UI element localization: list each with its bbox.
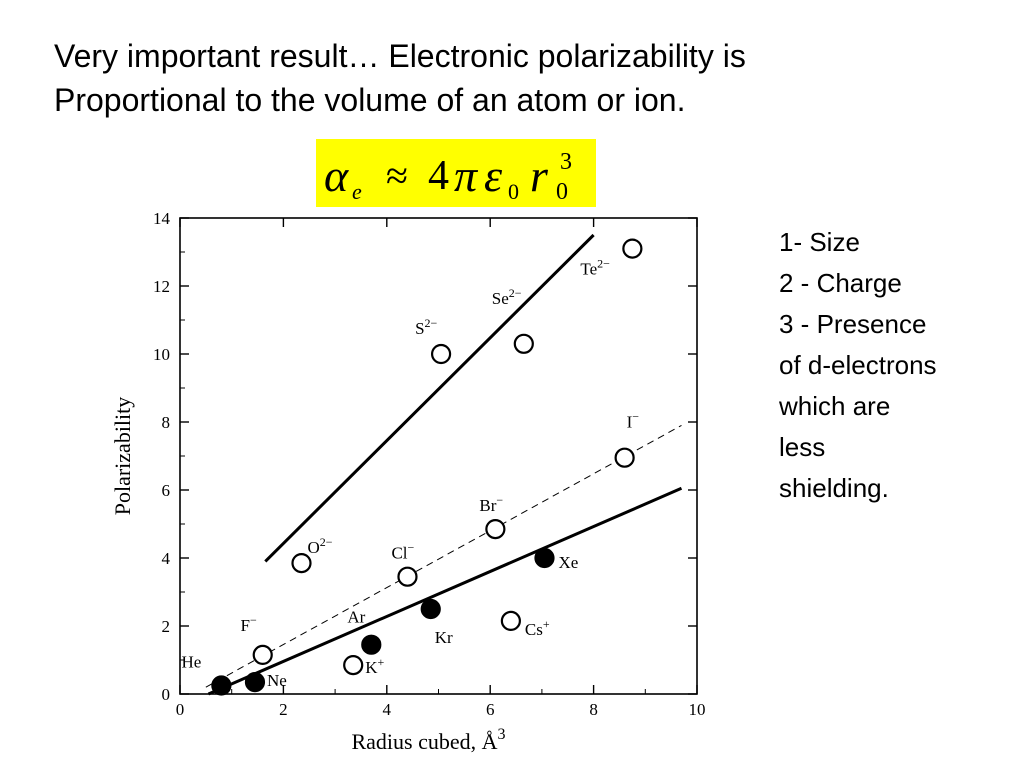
formula-approx: ≈ — [386, 153, 408, 198]
data-point-open — [252, 644, 273, 666]
point-label: Cs+ — [525, 617, 550, 639]
point-label: O2− — [307, 535, 332, 557]
data-point-open — [622, 238, 643, 259]
point-label: K+ — [365, 655, 384, 677]
polarizability-formula: α e ≈ 4 π ε 0 r 0 3 — [324, 149, 572, 205]
x-tick-label: 4 — [383, 700, 392, 719]
data-point-filled — [361, 634, 382, 655]
data-point-filled — [534, 547, 555, 569]
y-tick-label: 8 — [162, 413, 171, 432]
y-tick-label: 4 — [162, 549, 171, 568]
data-point-open — [291, 552, 312, 574]
point-label: Ne — [267, 671, 287, 690]
data-point-filled — [244, 671, 266, 693]
slide-title: Very important result… Electronic polari… — [54, 34, 954, 122]
point-label: S2− — [415, 316, 437, 338]
data-point-open — [485, 518, 506, 540]
factors-list: 1- Size 2 - Charge 3 - Presence of d-ele… — [779, 222, 937, 509]
point-label: Br− — [479, 493, 503, 515]
data-point-open — [343, 654, 364, 676]
data-point-open — [614, 447, 635, 468]
y-tick-label: 10 — [153, 345, 170, 364]
x-tick-label: 0 — [176, 700, 185, 719]
point-label: Se2− — [492, 286, 522, 308]
data-point-open — [500, 610, 521, 632]
trend-line — [264, 233, 595, 563]
point-label: Cl− — [391, 541, 414, 563]
y-tick-label: 12 — [153, 277, 170, 296]
formula-alpha-subscript: e — [352, 179, 362, 204]
formula-epsilon: ε — [484, 150, 503, 201]
formula-r-subscript: 0 — [556, 179, 568, 205]
note-line: of d-electrons — [779, 350, 937, 380]
title-line-2: Proportional to the volume of an atom or… — [54, 82, 686, 118]
y-tick-label: 0 — [162, 685, 171, 704]
note-line: 3 - Presence — [779, 309, 927, 339]
data-point-open — [513, 333, 534, 354]
data-point-filled — [211, 675, 232, 696]
formula-box: α e ≈ 4 π ε 0 r 0 3 — [316, 139, 596, 207]
data-point-open — [397, 566, 418, 587]
formula-four: 4 — [428, 153, 449, 199]
y-tick-label: 2 — [162, 617, 171, 636]
y-axis-title: Polarizability — [110, 397, 135, 516]
note-line: shielding. — [779, 473, 889, 503]
formula-r-superscript: 3 — [560, 149, 572, 175]
title-line-1: Very important result… Electronic polari… — [54, 38, 746, 74]
data-point-open — [430, 343, 452, 365]
x-tick-label: 8 — [589, 700, 598, 719]
formula-r: r — [530, 150, 549, 201]
formula-pi: π — [454, 150, 479, 201]
point-label: Ar — [347, 608, 365, 627]
y-tick-label: 14 — [153, 209, 171, 228]
note-line: 1- Size — [779, 227, 860, 257]
point-label: I− — [627, 410, 640, 432]
point-label: F− — [240, 613, 256, 635]
trend-line — [205, 424, 682, 688]
point-label: Te2− — [580, 257, 610, 279]
note-line: 2 - Charge — [779, 268, 902, 298]
x-tick-label: 6 — [486, 700, 495, 719]
formula-alpha: α — [324, 150, 349, 201]
x-tick-label: 10 — [689, 700, 706, 719]
note-line: which are — [779, 391, 891, 421]
formula-epsilon-subscript: 0 — [508, 179, 519, 204]
trend-line — [207, 486, 683, 696]
point-label: He — [182, 653, 202, 672]
data-point-filled — [420, 598, 441, 620]
point-label: Kr — [435, 628, 453, 647]
point-label: Xe — [558, 553, 578, 572]
y-tick-label: 6 — [162, 481, 171, 500]
note-line: less — [779, 432, 826, 462]
x-tick-label: 2 — [279, 700, 288, 719]
x-axis-title: Radius cubed, Å3 — [351, 726, 505, 754]
